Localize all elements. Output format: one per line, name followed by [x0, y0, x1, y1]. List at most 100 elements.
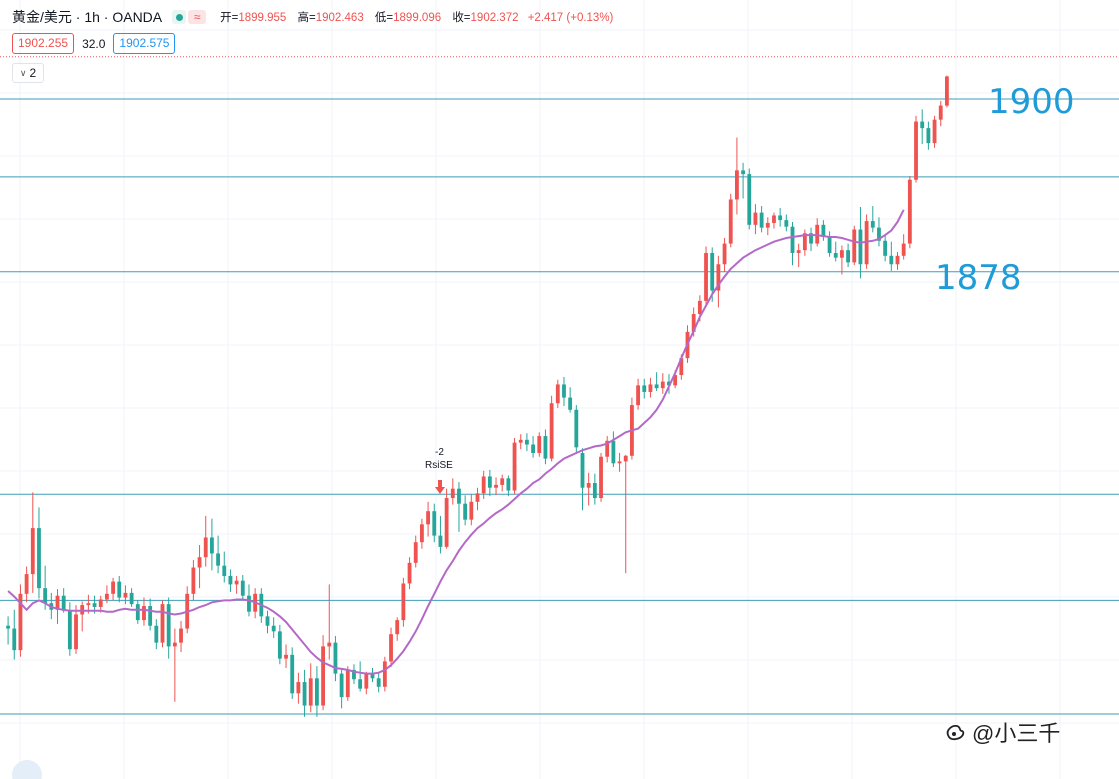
candle-body: [191, 567, 196, 594]
candle-body: [753, 212, 758, 225]
candle-body: [926, 128, 931, 144]
candle-body: [222, 565, 227, 576]
candle-body: [290, 654, 295, 694]
candle-body: [179, 628, 183, 643]
candle-body: [203, 537, 208, 558]
candle-body: [883, 240, 888, 256]
candle-body: [765, 222, 770, 228]
candle-body: [673, 375, 678, 386]
candle-body: [642, 385, 647, 392]
candle-body: [37, 528, 41, 589]
candle-body: [716, 264, 721, 291]
ask-button[interactable]: 1902.575: [113, 33, 176, 54]
close-value: 1902.372: [470, 12, 519, 24]
level-label-1878: 1878: [935, 258, 1022, 298]
candle-body: [796, 250, 801, 253]
candle-body: [166, 604, 171, 647]
indicators-toggle-button[interactable]: ∨ 2: [12, 63, 44, 83]
bid-button[interactable]: 1902.255: [12, 33, 75, 54]
ma-line: [7, 209, 905, 675]
candle-body: [568, 397, 573, 410]
candle-body: [512, 442, 517, 491]
candle-body: [475, 493, 480, 502]
candle-body: [12, 628, 17, 651]
candle-body: [240, 580, 245, 596]
candle-body: [463, 503, 468, 520]
candle-body: [438, 535, 443, 547]
candle-body: [549, 403, 554, 459]
candle-body: [345, 669, 350, 698]
candle-body: [370, 673, 375, 679]
brand-logo-icon[interactable]: [12, 760, 42, 779]
change-value: +2.417 (+0.13%): [527, 12, 614, 24]
candle-body: [333, 642, 338, 674]
signal-down-arrow-icon: [435, 480, 445, 494]
candle-body: [469, 501, 474, 520]
candle-body: [877, 227, 881, 241]
candle-body: [790, 226, 795, 253]
candle-body: [67, 610, 72, 650]
candle-body: [123, 592, 128, 598]
candle-body: [419, 524, 424, 543]
candle-body: [142, 606, 146, 621]
candle-body: [209, 537, 214, 554]
status-indicators: ≈: [172, 10, 207, 24]
wave-icon[interactable]: ≈: [188, 10, 207, 24]
candle-body: [636, 385, 641, 406]
candle-body: [623, 455, 628, 462]
high-value: 1902.463: [315, 12, 364, 24]
indicator-count: 2: [29, 66, 37, 80]
candle-body: [277, 631, 282, 659]
candle-body: [450, 488, 455, 499]
candle-body: [407, 562, 412, 584]
candle-body: [772, 215, 776, 223]
candle-body: [376, 678, 381, 687]
candle-body: [679, 358, 684, 376]
candle-body: [901, 243, 906, 256]
candle-body: [197, 557, 202, 568]
candle-body: [531, 444, 536, 453]
candle-body: [111, 581, 116, 594]
candle-body: [364, 673, 369, 689]
candle-body: [494, 484, 498, 488]
candle-body: [160, 604, 165, 643]
candle-body: [920, 121, 925, 129]
candle-body: [271, 625, 276, 632]
candle-body: [710, 252, 715, 291]
candle-body: [827, 236, 832, 253]
candle-body: [154, 625, 159, 643]
candle-body: [518, 439, 523, 443]
candle-body: [18, 593, 23, 651]
candle-body: [741, 170, 746, 175]
signal-value: -2: [435, 447, 444, 458]
candle-body: [660, 381, 665, 389]
candle-body: [537, 436, 542, 453]
ohlc-readout: 开=1899.955 高=1902.463 低=1899.096 收=1902.…: [220, 9, 613, 25]
candle-body: [129, 592, 134, 605]
horizontal-levels[interactable]: [0, 56, 1119, 715]
candle-body: [500, 478, 505, 485]
candle-body: [426, 511, 431, 525]
candle-body: [574, 409, 579, 448]
candle-body: [321, 646, 326, 706]
candle-body: [457, 488, 461, 504]
candle-body: [327, 642, 332, 647]
candle-body: [938, 105, 943, 120]
candle-body: [74, 614, 78, 650]
candle-body: [302, 682, 307, 706]
market-open-icon[interactable]: [172, 10, 187, 24]
candle-body: [611, 440, 616, 464]
candle-body: [586, 483, 591, 488]
candle-body: [562, 384, 566, 398]
candle-body: [580, 452, 585, 488]
candle-body: [395, 620, 400, 635]
candle-body: [413, 542, 418, 563]
candle-body: [932, 119, 937, 144]
symbol-title[interactable]: 黄金/美元 · 1h · OANDA: [12, 9, 163, 25]
watermark: @小三千: [944, 716, 1060, 748]
chevron-down-icon: ∨: [19, 67, 27, 78]
open-value: 1899.955: [238, 12, 287, 24]
candle-body: [907, 179, 912, 244]
candle-body: [592, 483, 597, 499]
